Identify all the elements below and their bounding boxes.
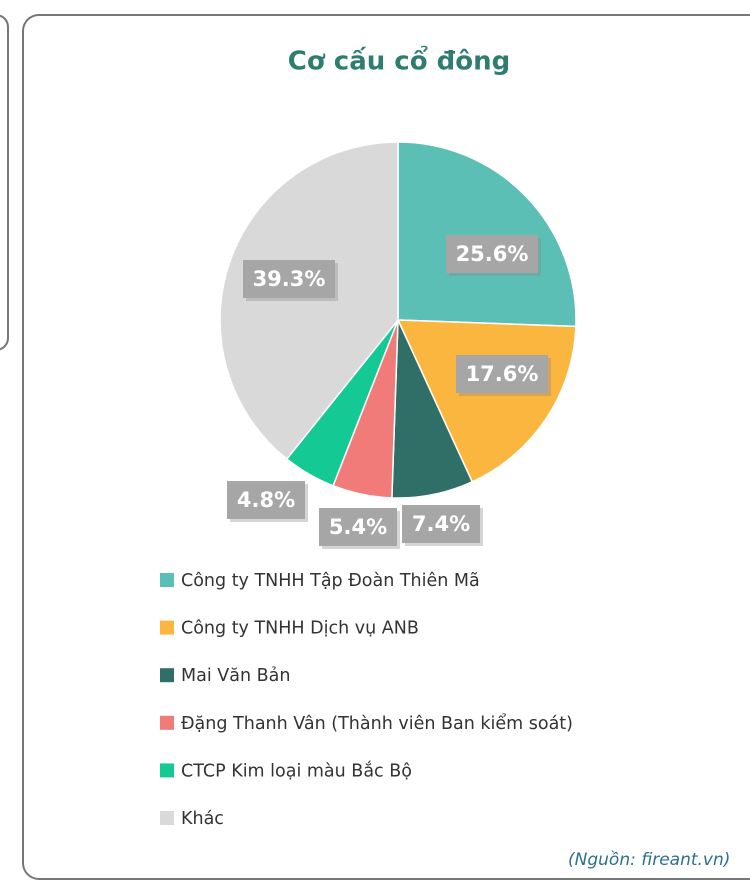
label-box (319, 508, 397, 546)
data-label: 39.3% (253, 267, 326, 291)
label-box (227, 481, 305, 519)
legend-label: Công ty TNHH Tập Đoàn Thiên Mã (181, 571, 480, 591)
data-label: 25.6% (456, 242, 529, 266)
label-box (456, 355, 548, 393)
legend-label: CTCP Kim loại màu Bắc Bộ (181, 760, 412, 781)
pie-slice (397, 141, 577, 328)
pie-slice (219, 141, 399, 461)
legend-label: Công ty TNHH Dịch vụ ANB (181, 619, 419, 639)
legend-swatch (160, 620, 174, 635)
legend-swatch (160, 763, 174, 778)
data-label: 4.8% (237, 488, 295, 512)
legend-label: Mai Văn Bản (181, 666, 290, 686)
label-box (243, 260, 335, 298)
data-label: 5.4% (329, 515, 387, 539)
source: (Nguồn: fireant.vn) (568, 849, 730, 870)
chart-title: Cơ cấu cổ đông (288, 44, 510, 77)
legend-swatch (160, 715, 174, 730)
label-box (446, 235, 538, 273)
legend-swatch (160, 811, 174, 825)
side-card (0, 14, 9, 351)
legend-swatch (160, 573, 174, 587)
legend-swatch (160, 668, 174, 683)
legend-label: Khác (181, 809, 224, 829)
data-label: 7.4% (412, 512, 470, 536)
data-label: 17.6% (466, 362, 539, 386)
legend-label: Đặng Thanh Vân (Thành viên Ban kiểm soát… (181, 713, 573, 734)
label-box (402, 505, 480, 543)
